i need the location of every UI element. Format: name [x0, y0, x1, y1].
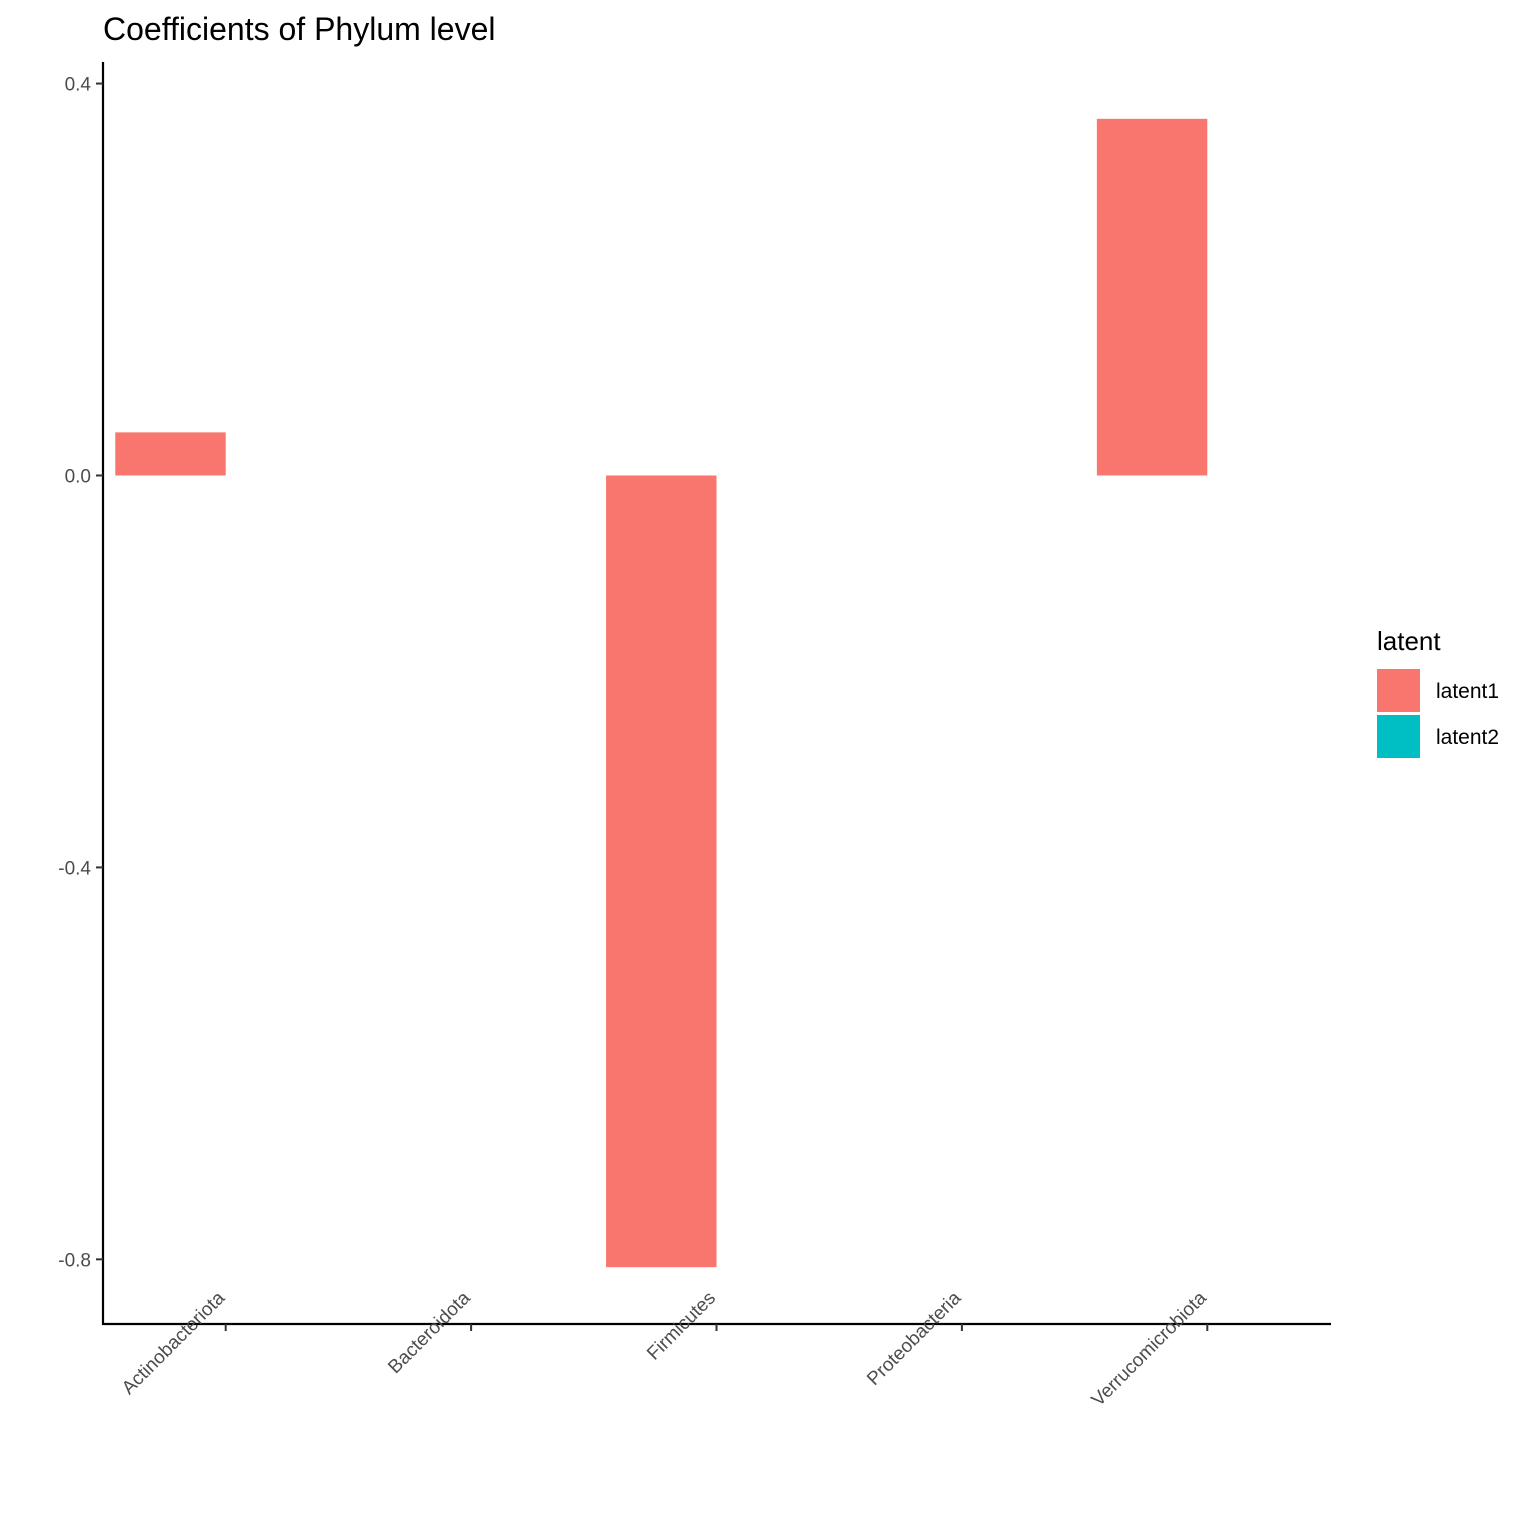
legend-title: latent [1377, 626, 1441, 656]
legend-label-latent2: latent2 [1436, 726, 1499, 749]
bar-latent1-firmicutes [606, 475, 717, 1268]
x-tick-label-verrucomicrobiota: Verrucomicrobiota [1088, 1287, 1211, 1410]
legend-swatch-latent1 [1377, 669, 1420, 712]
x-tick-label-bacteroidota: Bacteroidota [384, 1287, 475, 1378]
y-tick-label: 0.4 [65, 75, 92, 96]
x-tick-label-proteobacteria: Proteobacteria [863, 1287, 966, 1390]
y-tick-label: -0.4 [58, 858, 91, 879]
chart-title: Coefficients of Phylum level [103, 11, 495, 47]
y-axis: 0.4 0.0 -0.4 -0.8 [58, 75, 103, 1271]
x-tick-label-firmicutes: Firmicutes [643, 1288, 720, 1365]
x-axis: Actinobacteriota Bacteroidota Firmicutes Pr… [118, 1287, 1211, 1410]
y-tick-label: 0.0 [65, 466, 91, 487]
y-tick-label: -0.8 [58, 1250, 91, 1271]
x-tick-label-actinobacteriota: Actinobacteriota [118, 1287, 229, 1398]
legend: latent latent1 latent2 [1377, 626, 1499, 758]
bar-latent1-actinobacteriota [115, 432, 226, 476]
bar-latent1-verrucomicrobiota [1096, 118, 1208, 476]
legend-swatch-latent2 [1377, 715, 1420, 758]
bars [115, 118, 1208, 1268]
legend-label-latent1: latent1 [1436, 680, 1499, 703]
